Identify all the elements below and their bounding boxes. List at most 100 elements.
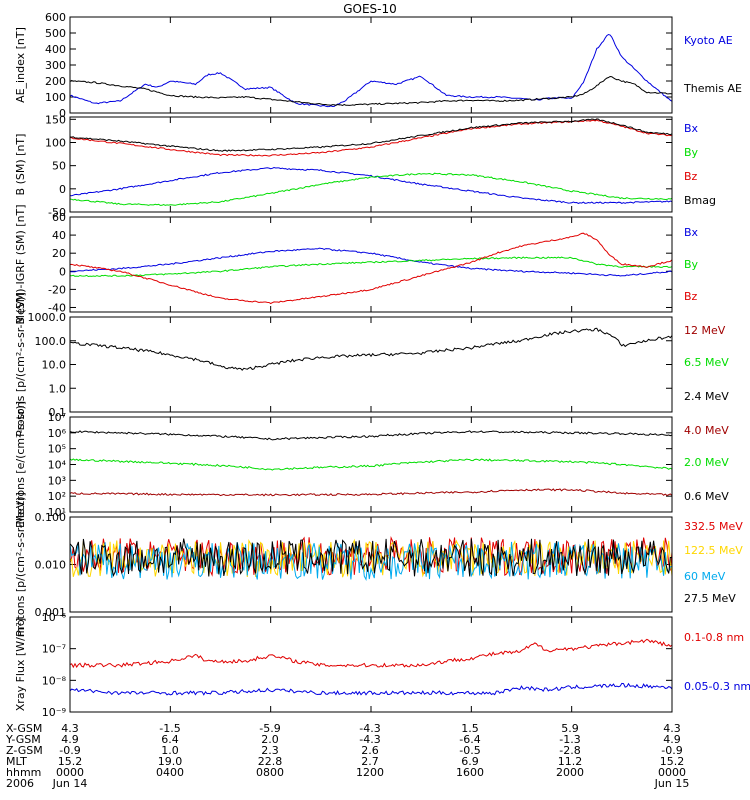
legend-entry: By xyxy=(684,146,699,159)
legend-entry: 27.5 MeV xyxy=(684,592,736,605)
series-line xyxy=(69,232,673,305)
series-line xyxy=(69,682,673,696)
y-tick-label: 10⁶ xyxy=(48,427,67,440)
panel-frame xyxy=(69,216,673,313)
series-line xyxy=(69,75,673,107)
plot-title: GOES-10 xyxy=(343,2,397,16)
y-tick-label: 10.0 xyxy=(42,359,67,372)
series-line xyxy=(69,247,673,277)
y-tick-label: 100 xyxy=(45,136,66,149)
series-line xyxy=(69,430,673,441)
y-tick-label: 10⁻⁷ xyxy=(42,643,66,656)
y-tick-label: 1000.0 xyxy=(28,311,67,324)
series-line xyxy=(69,256,673,278)
legend-entry: Bz xyxy=(684,170,698,183)
legend-entry: 2.0 MeV xyxy=(684,456,729,469)
y-tick-label: 20 xyxy=(52,247,66,260)
y-tick-label: 600 xyxy=(45,11,66,24)
y-tick-label: -50 xyxy=(48,206,66,219)
y-tick-label: 10⁷ xyxy=(48,411,66,424)
panel-frame xyxy=(69,16,673,114)
panel-frame xyxy=(69,116,673,213)
y-tick-label: 0 xyxy=(59,265,66,278)
y-tick-label: 0.010 xyxy=(35,559,67,572)
panel-bsm: -50 0 50 100 150 B (SM) [nT] Bx By Bz Bmag xyxy=(14,113,716,219)
series-line xyxy=(69,638,673,669)
legend-entry: 332.5 MeV xyxy=(684,520,743,533)
series-line xyxy=(69,119,673,157)
y-axis-label: Electrons [e/(cm²-s-sr)] xyxy=(14,401,27,528)
legend-entry: 2.4 MeV xyxy=(684,390,729,403)
legend-entry: 0.05-0.3 nm xyxy=(684,680,750,693)
legend-entry: 12 MeV xyxy=(684,324,726,337)
series-line xyxy=(69,458,673,471)
panel-frame xyxy=(69,416,673,513)
y-tick-label: 150 xyxy=(45,113,66,126)
y-tick-label: 200 xyxy=(45,75,66,88)
series-line xyxy=(69,118,673,152)
y-axis-label: Xray Flux [W/m²] xyxy=(14,618,27,711)
legend-entry: 0.6 MeV xyxy=(684,490,729,503)
series-line xyxy=(69,327,673,371)
y-tick-label: -20 xyxy=(48,283,66,296)
legend-entry: 6.5 MeV xyxy=(684,356,729,369)
y-tick-label: 60 xyxy=(52,211,66,224)
series-line xyxy=(69,166,673,204)
y-tick-label: 0 xyxy=(59,183,66,196)
y-tick-label: 50 xyxy=(52,160,66,173)
y-tick-label: 300 xyxy=(45,59,66,72)
panel-frame xyxy=(69,316,673,413)
legend-entry: 4.0 MeV xyxy=(684,424,729,437)
y-tick-label: 10⁻⁶ xyxy=(42,611,67,624)
legend-entry: 122.5 MeV xyxy=(684,544,743,557)
panel-electrons: 10¹ 10² 10³ 10⁴ 10⁵ 10⁶ 10⁷ Electrons [e/(cm²-s… xyxy=(14,401,729,528)
legend-entry: 0.1-0.8 nm xyxy=(684,631,744,644)
y-axis-label: B (SM) [nT] xyxy=(14,134,27,196)
panel-bigrf: -40 -20 0 20 40 60 B (SM)-IGRF (SM) [nT] Bx By Bz xyxy=(14,204,699,324)
panel-protons_high: 0.001 0.010 0.100 Protons [p/(cm²-s-sr-MeV)… xyxy=(14,492,743,637)
y-tick-label: 10⁻⁸ xyxy=(42,674,67,687)
series-line xyxy=(69,172,673,206)
series-line xyxy=(69,541,673,582)
y-tick-label: 10² xyxy=(48,490,66,503)
y-axis-label: Protons [p/(cm²-s-sr-MeV)] xyxy=(14,492,27,637)
y-tick-label: 10⁵ xyxy=(48,443,66,456)
legend-entry: Bx xyxy=(684,122,699,135)
panel-ae: 0 100 200 300 400 500 600 AE_index [nT] Kyoto AE… xyxy=(14,11,742,120)
y-tick-label: 0.1 xyxy=(49,406,67,419)
legend-entry: Bmag xyxy=(684,194,716,207)
legend-entry: 60 MeV xyxy=(684,570,726,583)
y-tick-label: 0.100 xyxy=(35,511,67,524)
legend-entry: Kyoto AE xyxy=(684,34,733,47)
panel-frame xyxy=(69,516,673,613)
y-tick-label: 10¹ xyxy=(48,506,66,519)
y-tick-label: -40 xyxy=(48,301,66,314)
legend-entry: By xyxy=(684,258,699,271)
y-tick-label: 10³ xyxy=(48,474,66,487)
y-tick-label: 10⁴ xyxy=(48,459,67,472)
y-tick-label: 400 xyxy=(45,43,66,56)
series-line xyxy=(69,535,673,577)
y-tick-label: 500 xyxy=(45,27,66,40)
y-axis-label: Protons [p/(cm²-s-sr-MeV)] xyxy=(14,292,27,437)
y-tick-label: 100.0 xyxy=(35,335,67,348)
legend-entry: Themis AE xyxy=(683,82,742,95)
y-tick-label: 0.001 xyxy=(35,606,67,619)
panel-frame xyxy=(69,616,673,713)
y-tick-label: 0 xyxy=(59,107,66,120)
y-axis-label: AE_index [nT] xyxy=(14,27,27,103)
y-axis-label: B (SM)-IGRF (SM) [nT] xyxy=(14,204,27,324)
y-tick-label: 40 xyxy=(52,229,66,242)
legend-entry: Bx xyxy=(684,226,699,239)
series-line xyxy=(69,488,673,497)
y-tick-label: 10⁻⁹ xyxy=(42,706,66,719)
panel-xray: 10⁻⁹ 10⁻⁸ 10⁻⁷ 10⁻⁶ Xray Flux [W/m²] 0.1-0.8 … xyxy=(14,611,750,719)
y-tick-label: 1.0 xyxy=(49,382,67,395)
series-line xyxy=(69,538,672,578)
y-tick-label: 100 xyxy=(45,91,66,104)
series-line xyxy=(69,33,673,108)
legend-entry: Bz xyxy=(684,290,698,303)
